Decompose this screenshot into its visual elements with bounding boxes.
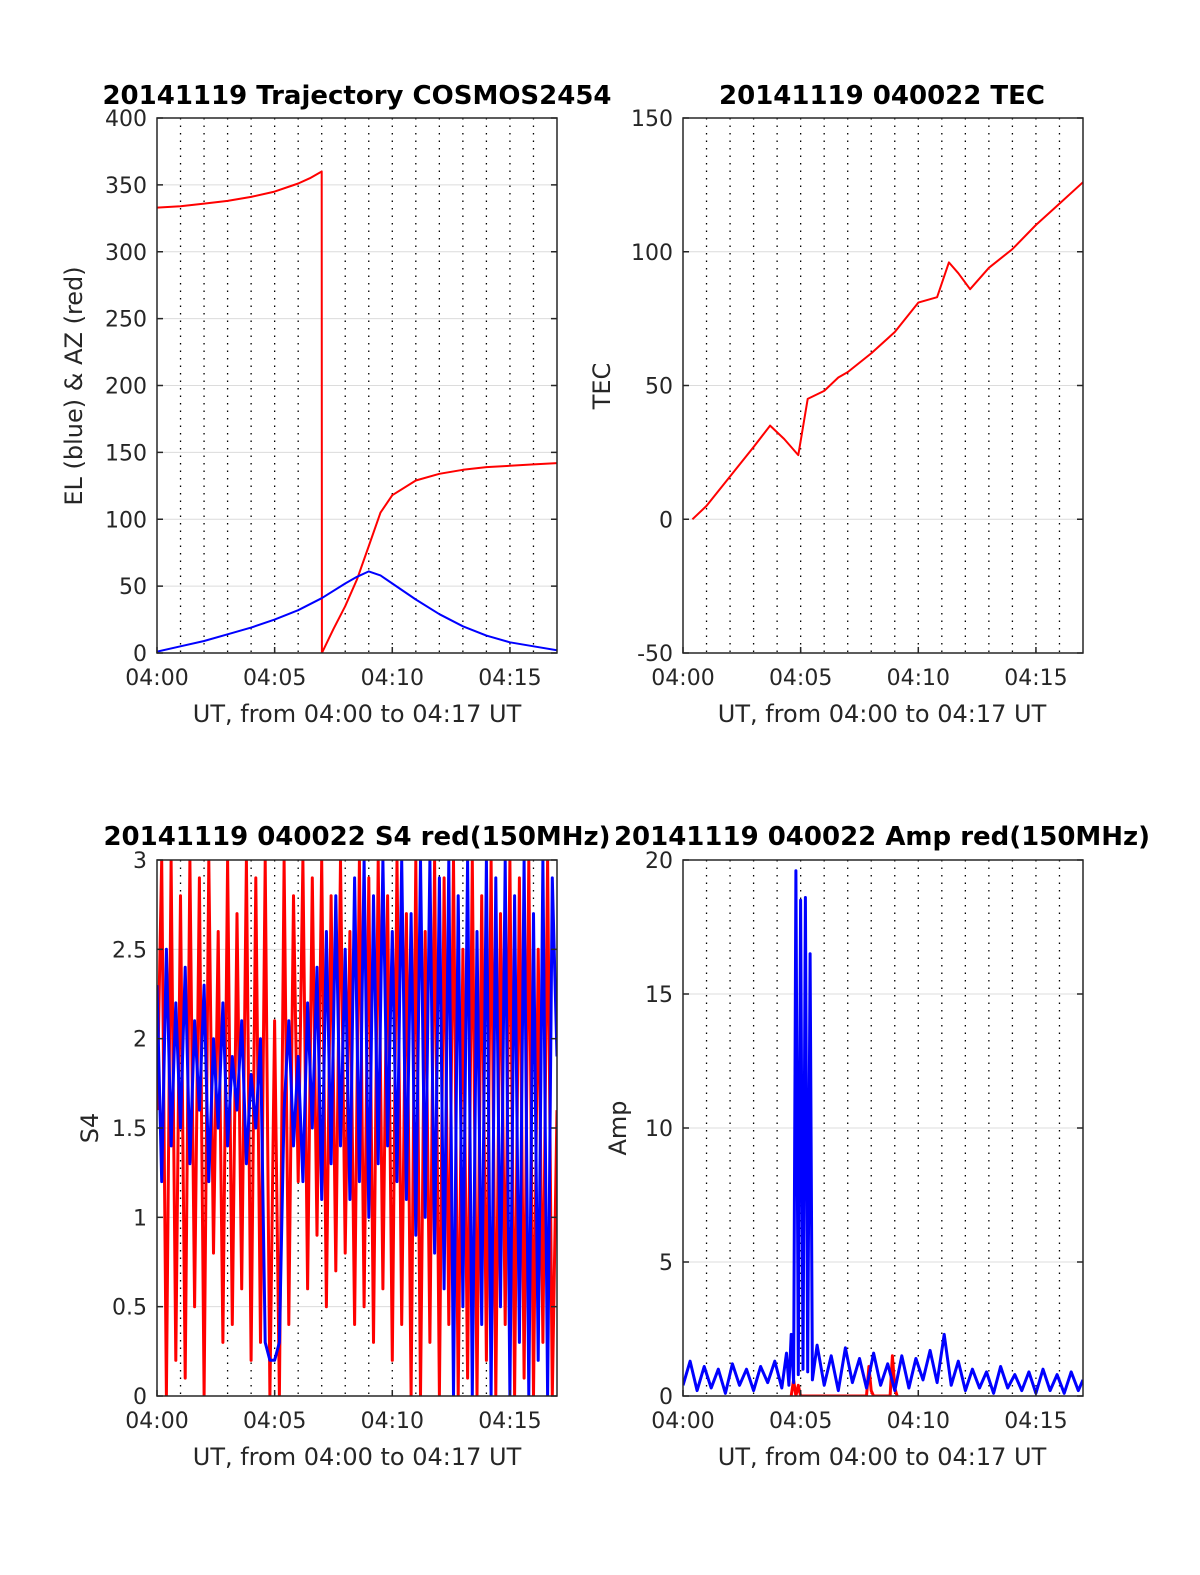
s4-xtick-label-0: 04:00: [125, 1409, 188, 1434]
tec-ytick-label-2: 50: [645, 375, 673, 400]
s4-ytick-label-6: 3: [133, 849, 147, 874]
tec-series-group: [691, 181, 1083, 521]
trajectory-series-group: [157, 170, 557, 653]
amp-ytick-label-3: 15: [645, 983, 673, 1008]
s4-xtick-label-1: 04:05: [243, 1409, 306, 1434]
trajectory-title: 20141119 Trajectory COSMOS2454: [102, 81, 611, 111]
amp-ylabel: Amp: [604, 1100, 632, 1155]
amp-xtick-label-1: 04:05: [769, 1409, 832, 1434]
trajectory-series-1-line: [157, 570, 557, 653]
amp-panel: 20141119 040022 Amp red(150MHz) UT, from…: [604, 822, 1150, 1471]
tec-title: 20141119 040022 TEC: [719, 81, 1045, 111]
trajectory-ytick-label-4: 200: [105, 375, 147, 400]
s4-ylabel: S4: [76, 1113, 104, 1144]
tec-xtick-label-2: 04:10: [887, 666, 950, 691]
trajectory-ytick-label-1: 50: [119, 575, 147, 600]
s4-xtick-label-3: 04:15: [478, 1409, 541, 1434]
tec-ytick-label-3: 100: [631, 241, 673, 266]
s4-panel: 20141119 040022 S4 red(150MHz) UT, from …: [76, 822, 611, 1471]
tec-xtick-label-0: 04:00: [651, 666, 714, 691]
amp-xtick-label-2: 04:10: [887, 1409, 950, 1434]
amp-ytick-label-2: 10: [645, 1117, 673, 1142]
amp-series-1-line: [683, 869, 1083, 1395]
trajectory-panel: 20141119 Trajectory COSMOS2454 UT, from …: [60, 81, 612, 728]
tec-xlabel: UT, from 04:00 to 04:17 UT: [718, 700, 1047, 728]
amp-series-0-line: [789, 1354, 899, 1396]
trajectory-xtick-label-1: 04:05: [243, 666, 306, 691]
amp-title: 20141119 040022 Amp red(150MHz): [614, 822, 1150, 852]
s4-xlabel: UT, from 04:00 to 04:17 UT: [193, 1443, 522, 1471]
trajectory-ylabel: EL (blue) & AZ (red): [60, 266, 88, 505]
amp-xlabel: UT, from 04:00 to 04:17 UT: [718, 1443, 1047, 1471]
amp-series-group: [683, 869, 1083, 1396]
s4-series-group: [157, 860, 557, 1396]
s4-ytick-label-4: 2: [133, 1028, 147, 1053]
tec-ytick-label-4: 150: [631, 107, 673, 132]
s4-ytick-label-1: 0.5: [112, 1296, 147, 1321]
trajectory-xtick-label-0: 04:00: [125, 666, 188, 691]
trajectory-ytick-label-6: 300: [105, 241, 147, 266]
tec-ylabel: TEC: [588, 363, 616, 411]
trajectory-ytick-label-2: 100: [105, 508, 147, 533]
trajectory-ytick-label-5: 250: [105, 308, 147, 333]
amp-ytick-label-1: 5: [659, 1251, 673, 1276]
s4-series-1-line: [157, 860, 557, 1396]
trajectory-xtick-label-2: 04:10: [361, 666, 424, 691]
trajectory-xlabel: UT, from 04:00 to 04:17 UT: [193, 700, 522, 728]
trajectory-ytick-label-0: 0: [133, 642, 147, 667]
s4-xtick-label-2: 04:10: [361, 1409, 424, 1434]
s4-ytick-label-5: 2.5: [112, 938, 147, 963]
tec-ytick-label-1: 0: [659, 508, 673, 533]
trajectory-ytick-label-8: 400: [105, 107, 147, 132]
tec-xtick-label-1: 04:05: [769, 666, 832, 691]
amp-xtick-label-0: 04:00: [651, 1409, 714, 1434]
tec-panel: 20141119 040022 TEC UT, from 04:00 to 04…: [588, 81, 1084, 728]
amp-ytick-label-4: 20: [645, 849, 673, 874]
s4-ytick-label-2: 1: [133, 1206, 147, 1231]
tec-xtick-label-3: 04:15: [1004, 666, 1067, 691]
s4-title: 20141119 040022 S4 red(150MHz): [103, 822, 610, 852]
trajectory-ytick-label-7: 350: [105, 174, 147, 199]
tec-series-0-line: [691, 181, 1083, 521]
s4-ytick-label-3: 1.5: [112, 1117, 147, 1142]
amp-ytick-label-0: 0: [659, 1385, 673, 1410]
s4-ytick-label-0: 0: [133, 1385, 147, 1410]
trajectory-xtick-label-3: 04:15: [478, 666, 541, 691]
amp-xtick-label-3: 04:15: [1004, 1409, 1067, 1434]
trajectory-series-0-line: [157, 170, 557, 653]
tec-ytick-label-0: -50: [637, 642, 673, 667]
trajectory-ytick-label-3: 150: [105, 441, 147, 466]
